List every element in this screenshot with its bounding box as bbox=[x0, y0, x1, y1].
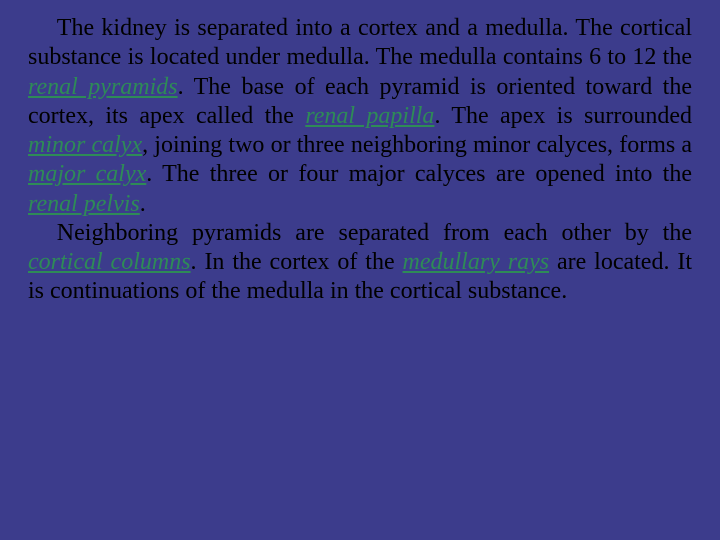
text-run: Neighboring pyramids are separated from … bbox=[57, 220, 692, 246]
term-renal-papilla: renal papilla bbox=[305, 103, 434, 129]
paragraph-2: Neighboring pyramids are separated from … bbox=[28, 219, 692, 307]
term-medullary-rays: medullary rays bbox=[403, 249, 550, 275]
term-major-calyx: major calyx bbox=[28, 161, 146, 187]
term-renal-pelvis: renal pelvis bbox=[28, 191, 140, 217]
slide-content: The kidney is separated into a cortex an… bbox=[0, 0, 720, 540]
text-run: . In the cortex of the bbox=[191, 249, 403, 275]
term-renal-pyramids: renal pyramids bbox=[28, 74, 178, 100]
term-minor-calyx: minor calyx bbox=[28, 132, 142, 158]
text-run: . bbox=[140, 191, 146, 217]
text-run: The kidney is separated into a cortex an… bbox=[28, 15, 692, 70]
term-cortical-columns: cortical columns bbox=[28, 249, 191, 275]
text-run: , joining two or three neighboring minor… bbox=[142, 132, 692, 158]
text-run: . The three or four major calyces are op… bbox=[146, 161, 692, 187]
paragraph-1: The kidney is separated into a cortex an… bbox=[28, 14, 692, 219]
text-run: . The apex is surrounded bbox=[434, 103, 692, 129]
